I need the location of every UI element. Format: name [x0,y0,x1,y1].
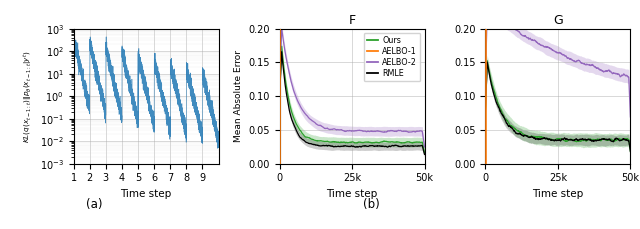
Title: G: G [553,14,563,27]
Y-axis label: Mean Absolute Error: Mean Absolute Error [234,50,243,142]
Y-axis label: $KL(q(x_{t-1:t})\Vert p_\theta(x_{t-1:t}|y^t)$: $KL(q(x_{t-1:t})\Vert p_\theta(x_{t-1:t}… [21,50,35,143]
X-axis label: Time step: Time step [532,189,584,199]
X-axis label: Time step: Time step [120,189,172,199]
X-axis label: Time step: Time step [326,189,378,199]
Text: (b): (b) [363,198,380,211]
Legend: Ours, AELBO-1, AELBO-2, RMLE: Ours, AELBO-1, AELBO-2, RMLE [364,33,420,81]
Title: F: F [348,14,356,27]
Text: (a): (a) [86,198,103,211]
